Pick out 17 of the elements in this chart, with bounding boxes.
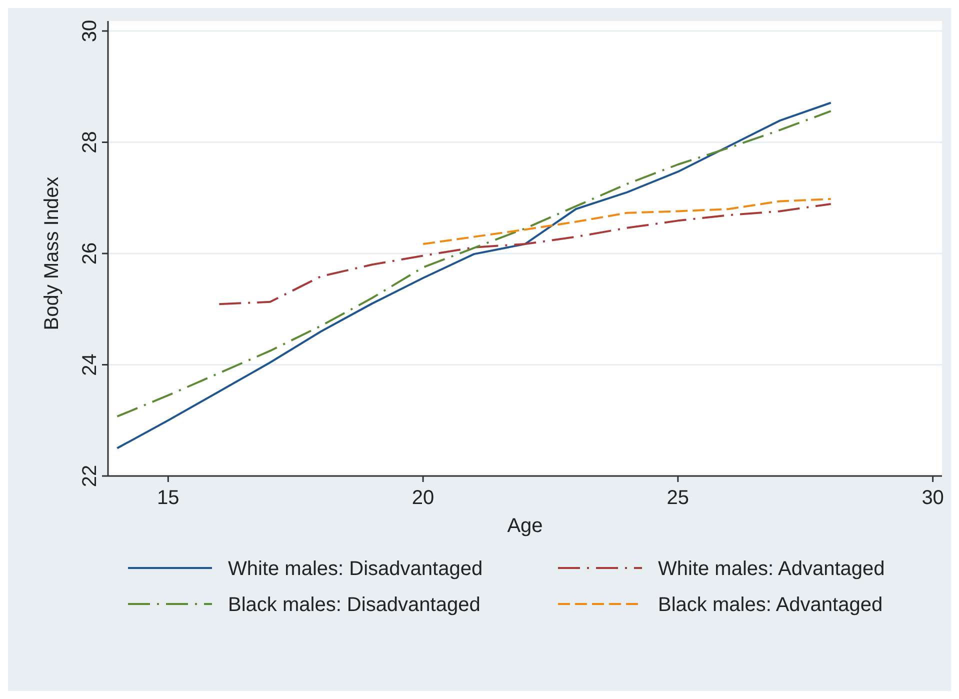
x-tick-label: 20 [412, 487, 434, 509]
y-tick-label: 30 [79, 20, 101, 42]
line-series [422, 198, 832, 246]
y-tick-label: 22 [79, 464, 101, 488]
x-axis-title: Age [507, 515, 543, 537]
legend-label: White males: Disadvantaged [228, 558, 483, 580]
y-axis-title: Body Mass Index [41, 176, 63, 330]
legend-label: Black males: Disadvantaged [228, 594, 480, 616]
x-tick-label: 30 [922, 487, 944, 509]
line-series [218, 202, 832, 306]
legend-label: Black males: Advantaged [658, 594, 883, 616]
y-tick-label: 26 [79, 242, 101, 265]
x-tick-label: 15 [157, 487, 180, 509]
legend-label: White males: Advantaged [658, 558, 885, 580]
x-tick-label: 25 [666, 487, 690, 509]
y-tick-label: 28 [79, 131, 101, 154]
y-tick-label: 24 [79, 354, 101, 376]
